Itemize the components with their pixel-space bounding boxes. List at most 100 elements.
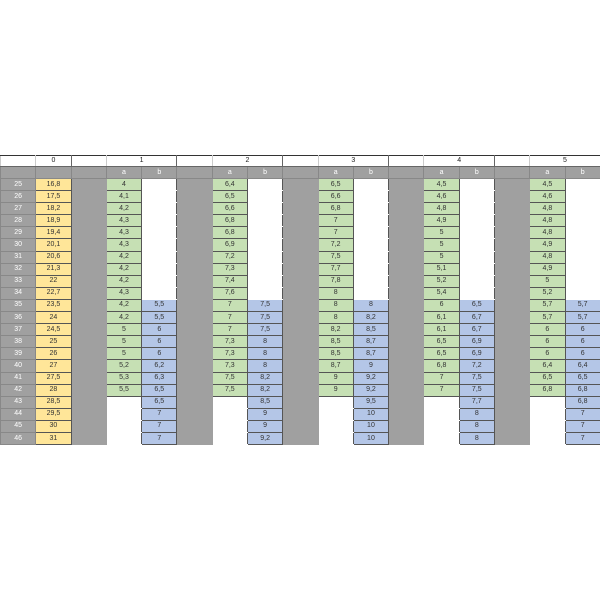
cell-empty[interactable] — [352, 177, 390, 192]
cell-empty[interactable] — [423, 407, 460, 421]
row-header[interactable]: 25 — [0, 177, 37, 192]
cell-4a[interactable]: 4,6 — [423, 190, 460, 204]
cell-2a[interactable]: 7 — [211, 311, 248, 325]
cell-1a[interactable]: 5,3 — [105, 371, 143, 385]
cell-5a[interactable]: 4,8 — [529, 214, 566, 228]
cell-5a[interactable]: 4,6 — [529, 190, 566, 204]
cell-3b[interactable]: 9,2 — [352, 383, 390, 397]
cell-empty[interactable] — [564, 238, 600, 252]
cell-5b[interactable]: 5,7 — [564, 298, 600, 313]
cell-1b[interactable]: 7 — [141, 419, 178, 433]
cell-5a[interactable]: 4,8 — [529, 202, 566, 216]
cell-5a[interactable]: 4,8 — [529, 226, 566, 240]
row-header[interactable]: 27 — [0, 202, 37, 216]
column-header-group-4[interactable]: 4 — [423, 155, 495, 167]
cell-2a[interactable]: 7,3 — [211, 262, 248, 276]
cell-5a[interactable]: 6,5 — [529, 371, 566, 385]
cell-4b[interactable]: 6,7 — [458, 323, 495, 337]
cell-col0[interactable]: 18,9 — [35, 214, 72, 228]
cell-col0[interactable]: 24,5 — [35, 323, 72, 337]
cell-1a[interactable]: 4,2 — [105, 202, 143, 216]
cell-1a[interactable]: 4,3 — [105, 214, 143, 228]
cell-2a[interactable]: 7,3 — [211, 359, 248, 373]
row-header[interactable]: 44 — [0, 407, 37, 421]
cell-2a[interactable]: 7 — [211, 298, 248, 313]
cell-3b[interactable]: 10 — [352, 431, 390, 446]
cell-3a[interactable]: 8,5 — [317, 335, 354, 349]
cell-1b[interactable]: 7 — [141, 431, 178, 446]
subheader-a[interactable]: a — [317, 166, 354, 179]
cell-4a[interactable]: 5,2 — [423, 274, 460, 288]
cell-2b[interactable]: 7,5 — [246, 311, 284, 325]
cell-empty[interactable] — [529, 407, 566, 421]
row-header[interactable]: 29 — [0, 226, 37, 240]
cell-5a[interactable]: 4,9 — [529, 262, 566, 276]
cell-col0[interactable]: 19,4 — [35, 226, 72, 240]
cell-1a[interactable]: 4,2 — [105, 274, 143, 288]
cell-col0[interactable]: 21,3 — [35, 262, 72, 276]
cell-5b[interactable]: 7 — [564, 407, 600, 421]
cell-col0[interactable]: 20,6 — [35, 250, 72, 264]
cell-4a[interactable]: 4,5 — [423, 177, 460, 192]
cell-4a[interactable]: 6,1 — [423, 323, 460, 337]
row-header[interactable]: 28 — [0, 214, 37, 228]
cell-4a[interactable]: 5 — [423, 250, 460, 264]
cell-3a[interactable]: 6,8 — [317, 202, 354, 216]
cell-empty[interactable] — [458, 214, 495, 228]
cell-2a[interactable]: 7,5 — [211, 383, 248, 397]
cell-2a[interactable]: 7,5 — [211, 371, 248, 385]
cell-col0[interactable]: 17,5 — [35, 190, 72, 204]
cell-empty[interactable] — [352, 190, 390, 204]
cell-empty[interactable] — [246, 250, 284, 264]
cell-col0[interactable]: 23,5 — [35, 298, 72, 313]
cell-4a[interactable]: 5,1 — [423, 262, 460, 276]
cell-empty[interactable] — [564, 190, 600, 204]
cell-2a[interactable]: 6,9 — [211, 238, 248, 252]
cell-empty[interactable] — [352, 262, 390, 276]
cell-empty[interactable] — [246, 190, 284, 204]
cell-5a[interactable]: 5 — [529, 274, 566, 288]
cell-2a[interactable]: 7,6 — [211, 286, 248, 300]
cell-1a[interactable]: 4,3 — [105, 226, 143, 240]
cell-3b[interactable]: 9 — [352, 359, 390, 373]
cell-3b[interactable]: 8 — [352, 298, 390, 313]
cell-5b[interactable]: 6,8 — [564, 395, 600, 409]
cell-empty[interactable] — [211, 407, 248, 421]
cell-1b[interactable]: 6,2 — [141, 359, 178, 373]
cell-col0[interactable]: 24 — [35, 311, 72, 325]
cell-empty[interactable] — [246, 202, 284, 216]
cell-1a[interactable]: 5,5 — [105, 383, 143, 397]
cell-empty[interactable] — [564, 274, 600, 288]
cell-empty[interactable] — [529, 419, 566, 433]
cell-empty[interactable] — [352, 226, 390, 240]
cell-1b[interactable]: 6,5 — [141, 383, 178, 397]
cell-3a[interactable]: 8 — [317, 311, 354, 325]
cell-3a[interactable]: 8 — [317, 286, 354, 300]
column-header-group-1[interactable]: 1 — [105, 155, 178, 167]
cell-3b[interactable]: 8,7 — [352, 335, 390, 349]
cell-1a[interactable]: 4,2 — [105, 262, 143, 276]
cell-empty[interactable] — [141, 274, 178, 288]
cell-4b[interactable]: 7,7 — [458, 395, 495, 409]
row-header[interactable]: 46 — [0, 431, 37, 446]
cell-empty[interactable] — [105, 407, 143, 421]
cell-4a[interactable]: 6,5 — [423, 335, 460, 349]
subheader-b[interactable]: b — [141, 166, 178, 179]
cell-empty[interactable] — [246, 238, 284, 252]
cell-empty[interactable] — [458, 226, 495, 240]
cell-5a[interactable]: 4,5 — [529, 177, 566, 192]
cell-empty[interactable] — [529, 431, 566, 446]
cell-4b[interactable]: 6,7 — [458, 311, 495, 325]
cell-4a[interactable]: 4,8 — [423, 202, 460, 216]
cell-empty[interactable] — [458, 238, 495, 252]
row-header[interactable]: 37 — [0, 323, 37, 337]
cell-1a[interactable]: 5 — [105, 323, 143, 337]
cell-2b[interactable]: 8,2 — [246, 371, 284, 385]
cell-2a[interactable]: 7,4 — [211, 274, 248, 288]
row-header[interactable]: 31 — [0, 250, 37, 264]
cell-col0[interactable]: 28,5 — [35, 395, 72, 409]
cell-5a[interactable]: 6 — [529, 347, 566, 361]
cell-2a[interactable]: 7 — [211, 323, 248, 337]
cell-empty[interactable] — [458, 250, 495, 264]
cell-5b[interactable]: 6 — [564, 335, 600, 349]
